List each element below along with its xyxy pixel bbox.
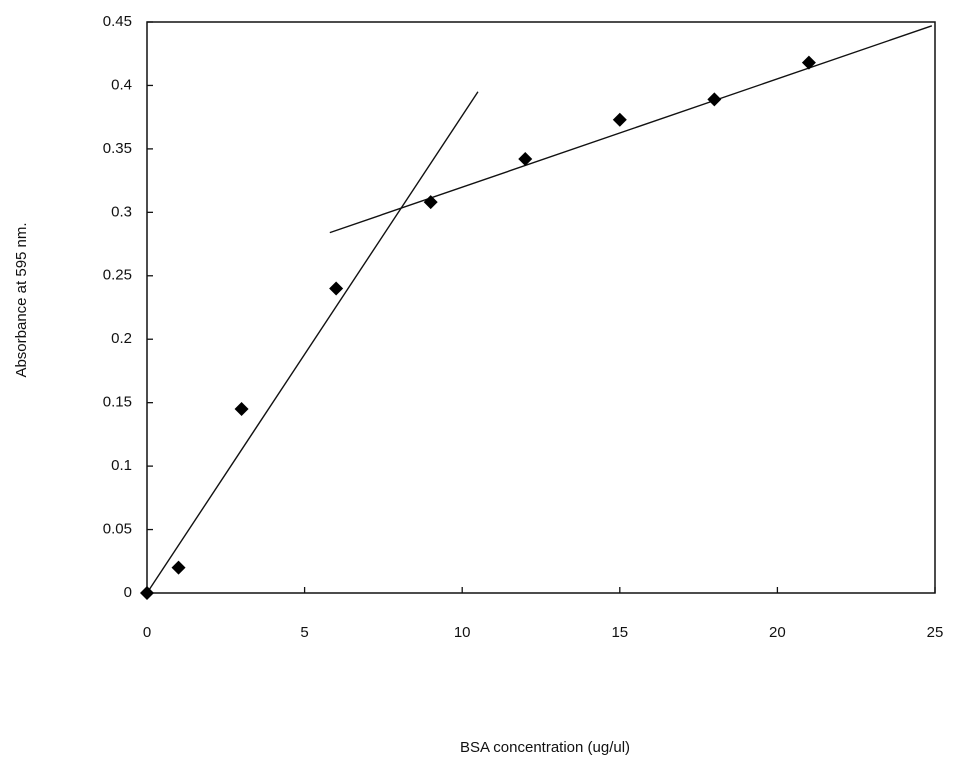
x-tick-label: 0 xyxy=(143,624,151,641)
data-point xyxy=(612,112,627,127)
y-tick-label: 0.3 xyxy=(111,203,132,220)
data-point xyxy=(707,92,722,107)
x-tick-label: 10 xyxy=(454,624,471,641)
x-tick-label: 20 xyxy=(769,624,786,641)
y-tick-label: 0.05 xyxy=(103,521,132,538)
y-tick-label: 0.45 xyxy=(103,13,132,30)
data-point xyxy=(801,55,816,70)
x-axis-label: BSA concentration (ug/ul) xyxy=(460,739,630,756)
y-tick-label: 0.25 xyxy=(103,267,132,284)
y-axis-label: Absorbance at 595 nm. xyxy=(13,222,30,377)
data-point xyxy=(234,402,249,417)
x-tick-label: 15 xyxy=(611,624,628,641)
y-tick-label: 0.15 xyxy=(103,394,132,411)
data-point xyxy=(518,152,533,167)
fit-line xyxy=(329,25,933,234)
data-point xyxy=(140,586,154,600)
plot-frame xyxy=(146,21,936,594)
data-point xyxy=(329,281,344,296)
x-tick-label: 5 xyxy=(300,624,308,641)
fit-line xyxy=(146,91,479,594)
data-point xyxy=(171,560,186,575)
y-tick-label: 0.1 xyxy=(111,457,132,474)
y-tick-label: 0.4 xyxy=(111,76,132,93)
x-tick-label: 25 xyxy=(927,624,944,641)
y-tick-label: 0 xyxy=(124,584,132,601)
y-tick-label: 0.2 xyxy=(111,330,132,347)
y-tick-label: 0.35 xyxy=(103,140,132,157)
data-point xyxy=(423,195,438,210)
